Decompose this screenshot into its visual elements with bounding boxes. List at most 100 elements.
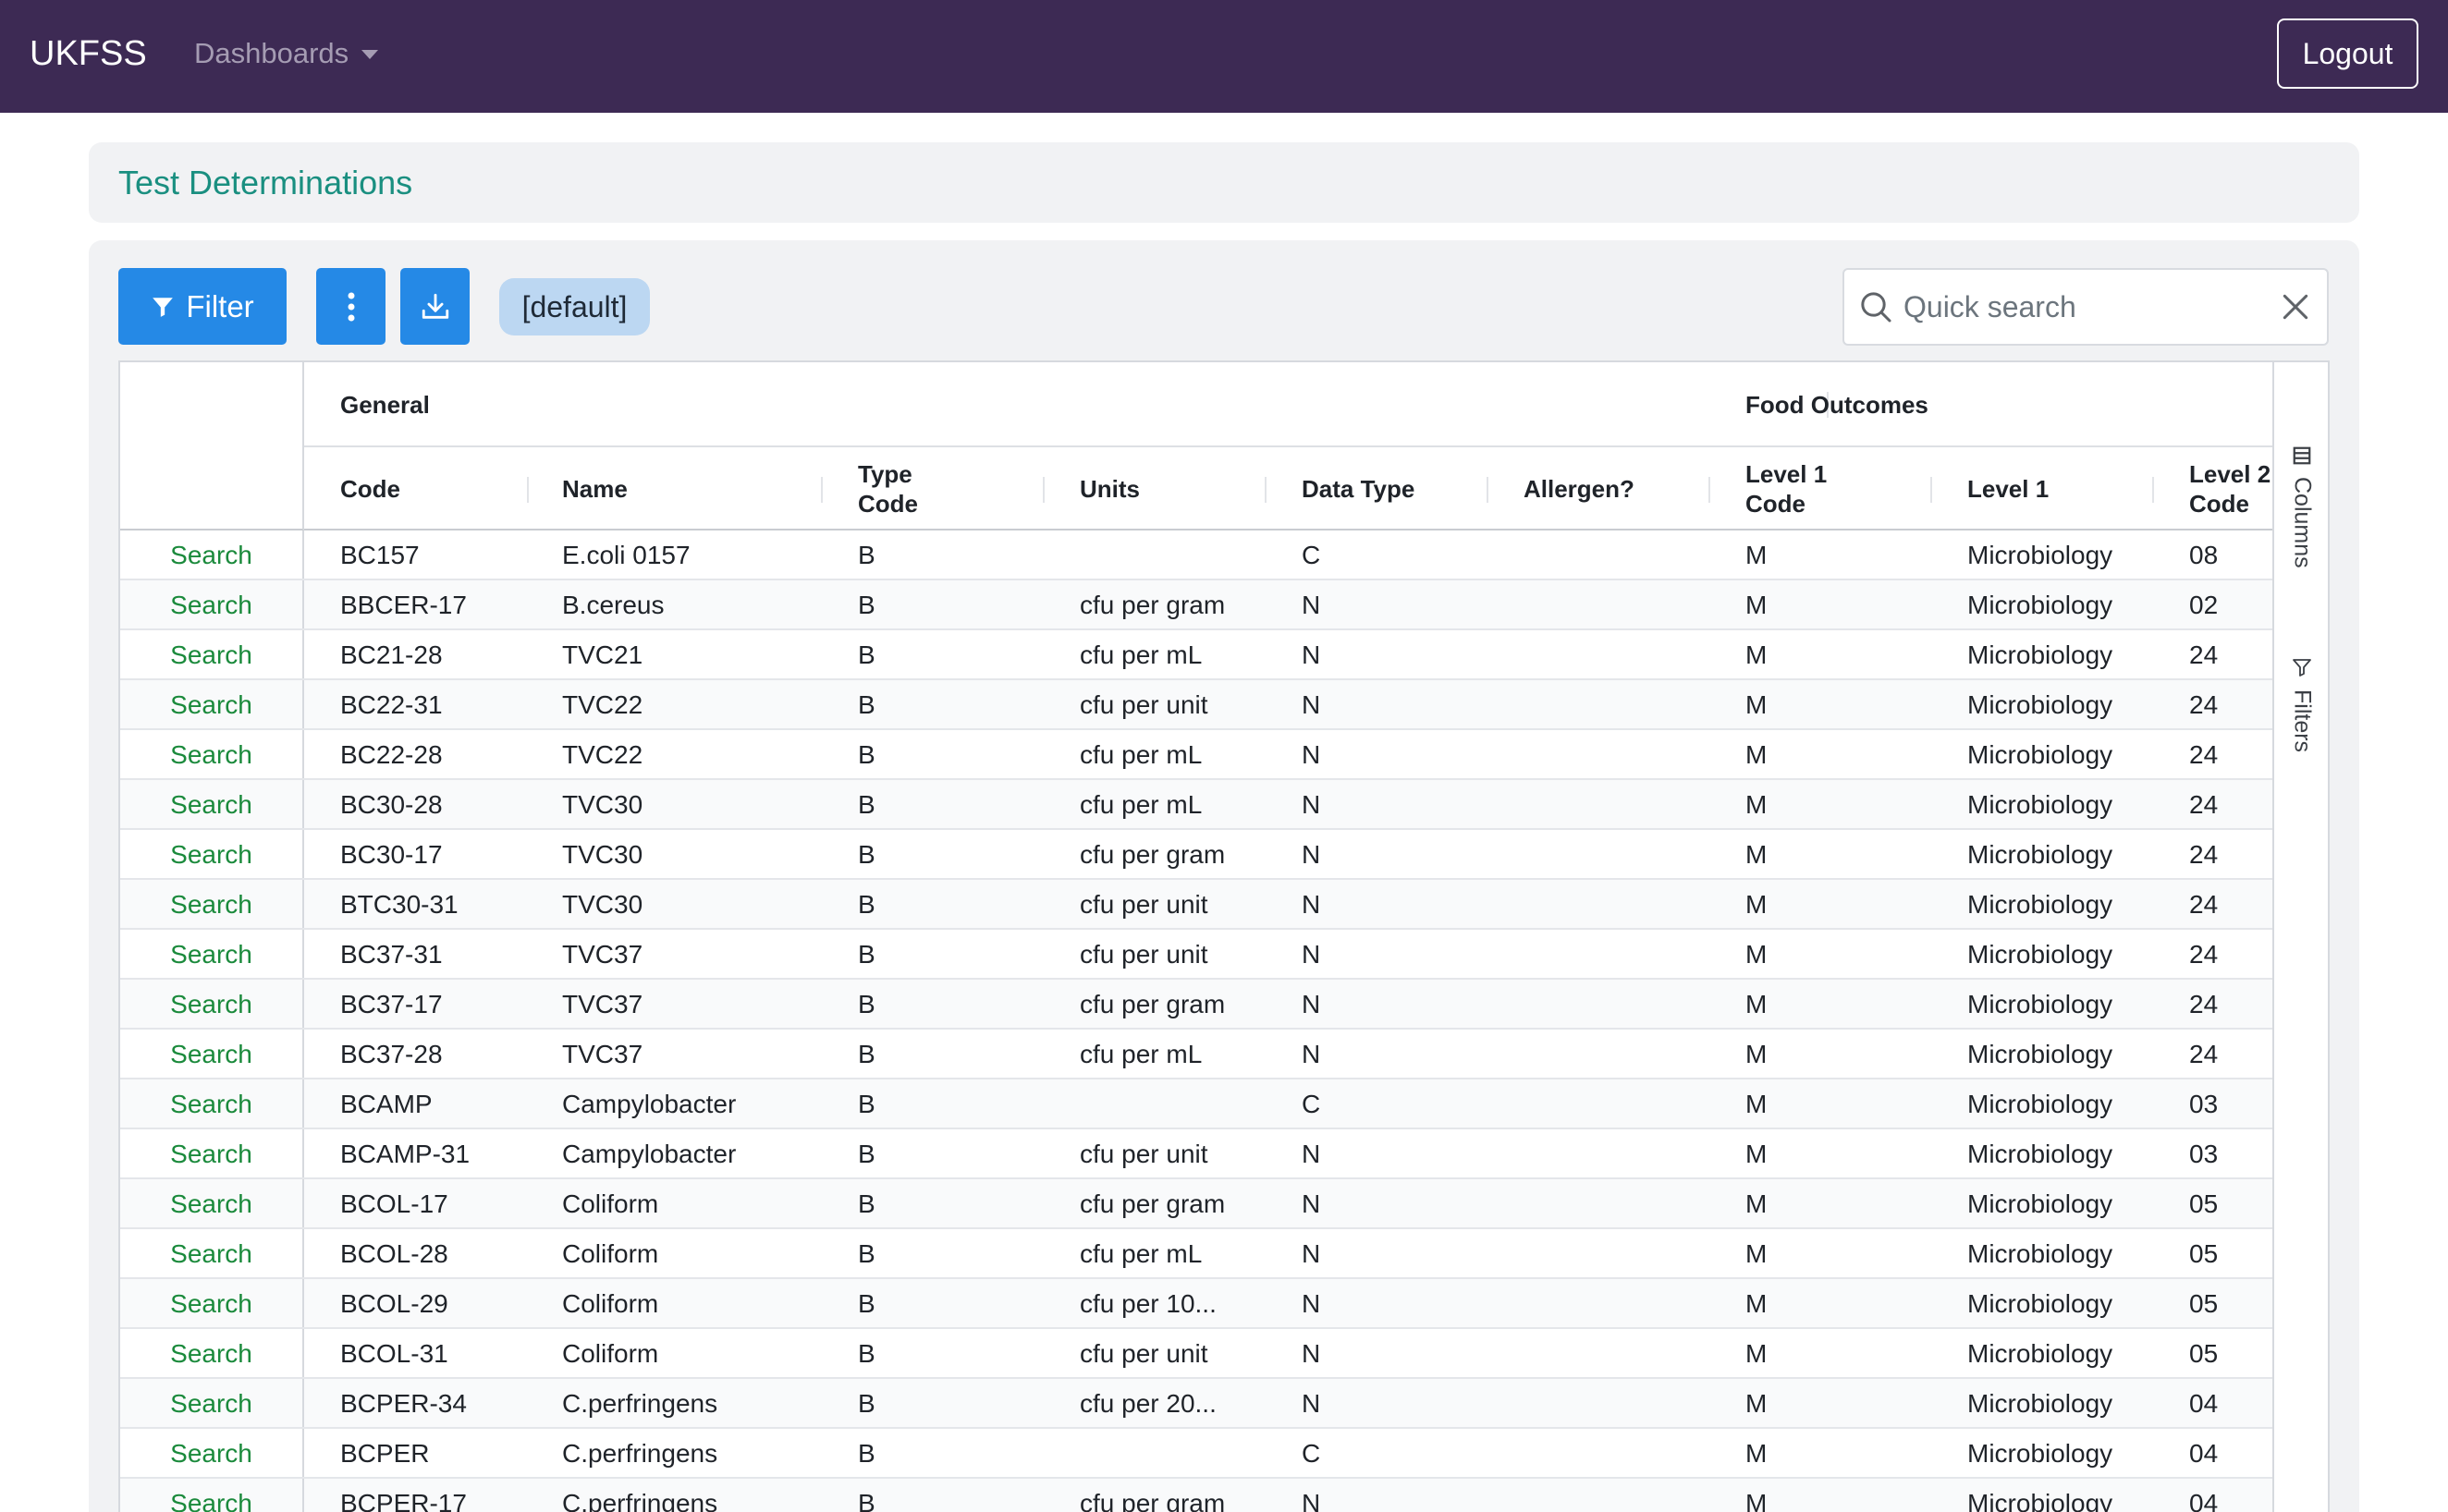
cell-data-type: N [1302, 591, 1321, 619]
table-row[interactable]: Search BC157 E.coli 0157 B C M Microbiology 08 [120, 530, 2272, 580]
cell-code: BTC30-31 [340, 890, 459, 919]
search-link[interactable]: Search [120, 1030, 304, 1078]
cell-type-code: B [858, 1389, 875, 1418]
column-header-label: Data Type [1302, 475, 1415, 503]
dashboards-dropdown[interactable]: Dashboards [194, 0, 379, 107]
cell-level2-code: 24 [2189, 890, 2219, 919]
cell-level1: Microbiology [1967, 890, 2113, 919]
cell-name: Coliform [562, 1239, 659, 1268]
search-link[interactable]: Search [120, 1179, 304, 1227]
search-link[interactable]: Search [120, 1429, 304, 1477]
cell-level1-code: M [1745, 591, 1768, 619]
search-link[interactable]: Search [120, 1229, 304, 1277]
cell-allergen [1524, 980, 1662, 1028]
column-separator[interactable] [2152, 477, 2154, 503]
cell-type-code: B [858, 591, 875, 619]
cell-code: BCPER-34 [340, 1389, 467, 1418]
column-separator[interactable] [527, 477, 529, 503]
saved-view-chip[interactable]: [default] [499, 278, 650, 335]
column-separator[interactable] [1708, 477, 1710, 503]
cell-name: TVC30 [562, 890, 643, 919]
cell-level2-code: 24 [2189, 690, 2219, 719]
download-button[interactable] [400, 268, 470, 345]
cell-name: TVC37 [562, 940, 643, 969]
column-header-level2-code[interactable]: Level 2 Code [2189, 447, 2271, 530]
logout-button[interactable]: Logout [2277, 18, 2418, 89]
table-row[interactable]: Search BCAMP Campylobacter B C M Microbiology 0… [120, 1079, 2272, 1129]
cell-level2-code: 05 [2189, 1189, 2219, 1218]
cell-type-code: B [858, 1289, 875, 1318]
more-options-button[interactable] [316, 268, 386, 345]
search-link[interactable]: Search [120, 530, 304, 579]
cell-name: Campylobacter [562, 1090, 737, 1118]
search-link[interactable]: Search [120, 1079, 304, 1128]
column-separator[interactable] [1930, 477, 1932, 503]
column-header-level1-code[interactable]: Level 1 Code [1745, 447, 1827, 530]
column-separator[interactable] [1487, 477, 1488, 503]
column-header-label: Code [1745, 490, 1805, 518]
search-link[interactable]: Search [120, 1279, 304, 1327]
search-link[interactable]: Search [120, 1379, 304, 1427]
search-link[interactable]: Search [120, 980, 304, 1028]
cell-data-type: C [1302, 541, 1321, 569]
search-link[interactable]: Search [120, 1329, 304, 1377]
cell-units: cfu per unit [1080, 1140, 1208, 1168]
column-header-data-type[interactable]: Data Type [1302, 447, 1414, 530]
cell-level2-code: 24 [2189, 790, 2219, 819]
cell-level1: Microbiology [1967, 1289, 2113, 1318]
search-link[interactable]: Search [120, 880, 304, 928]
cell-data-type: N [1302, 990, 1321, 1018]
search-link[interactable]: Search [120, 580, 304, 628]
cell-level1-code: M [1745, 1040, 1768, 1068]
column-header-name[interactable]: Name [562, 447, 628, 530]
cell-code: BC37-31 [340, 940, 443, 969]
cell-level1-code: M [1745, 940, 1768, 969]
columns-panel-tab[interactable]: Columns [2274, 445, 2328, 568]
search-link[interactable]: Search [120, 830, 304, 878]
search-link[interactable]: Search [120, 930, 304, 978]
column-header-level1[interactable]: Level 1 [1967, 447, 2049, 530]
search-link[interactable]: Search [120, 730, 304, 778]
search-link[interactable]: Search [120, 780, 304, 828]
column-header-label: Code [2189, 490, 2249, 518]
column-header-units[interactable]: Units [1080, 447, 1140, 530]
close-icon[interactable] [2277, 288, 2314, 325]
cell-type-code: B [858, 990, 875, 1018]
quick-search-input[interactable] [1903, 270, 2264, 344]
cell-level2-code: 24 [2189, 640, 2219, 669]
filter-button[interactable]: Filter [118, 268, 287, 345]
brand-logo[interactable]: UKFSS [30, 34, 147, 73]
search-link[interactable]: Search [120, 1479, 304, 1512]
column-separator[interactable] [1265, 477, 1267, 503]
columns-panel-label: Columns [2289, 477, 2316, 568]
search-link[interactable]: Search [120, 680, 304, 728]
column-header-code[interactable]: Code [340, 447, 400, 530]
grid-viewport: General Food Outcomes Code Name Type Code… [120, 362, 2272, 1512]
table-row[interactable]: Search BCPER C.perfringens B C M Microbiology 0… [120, 1429, 2272, 1479]
search-link[interactable]: Search [120, 1129, 304, 1177]
column-separator[interactable] [821, 477, 823, 503]
search-link[interactable]: Search [120, 630, 304, 678]
cell-name: Coliform [562, 1289, 659, 1318]
column-header-type-code[interactable]: Type Code [858, 447, 918, 530]
filters-panel-tab[interactable]: Filters [2274, 656, 2328, 752]
column-separator[interactable] [1043, 477, 1045, 503]
column-header-allergen[interactable]: Allergen? [1524, 447, 1634, 530]
